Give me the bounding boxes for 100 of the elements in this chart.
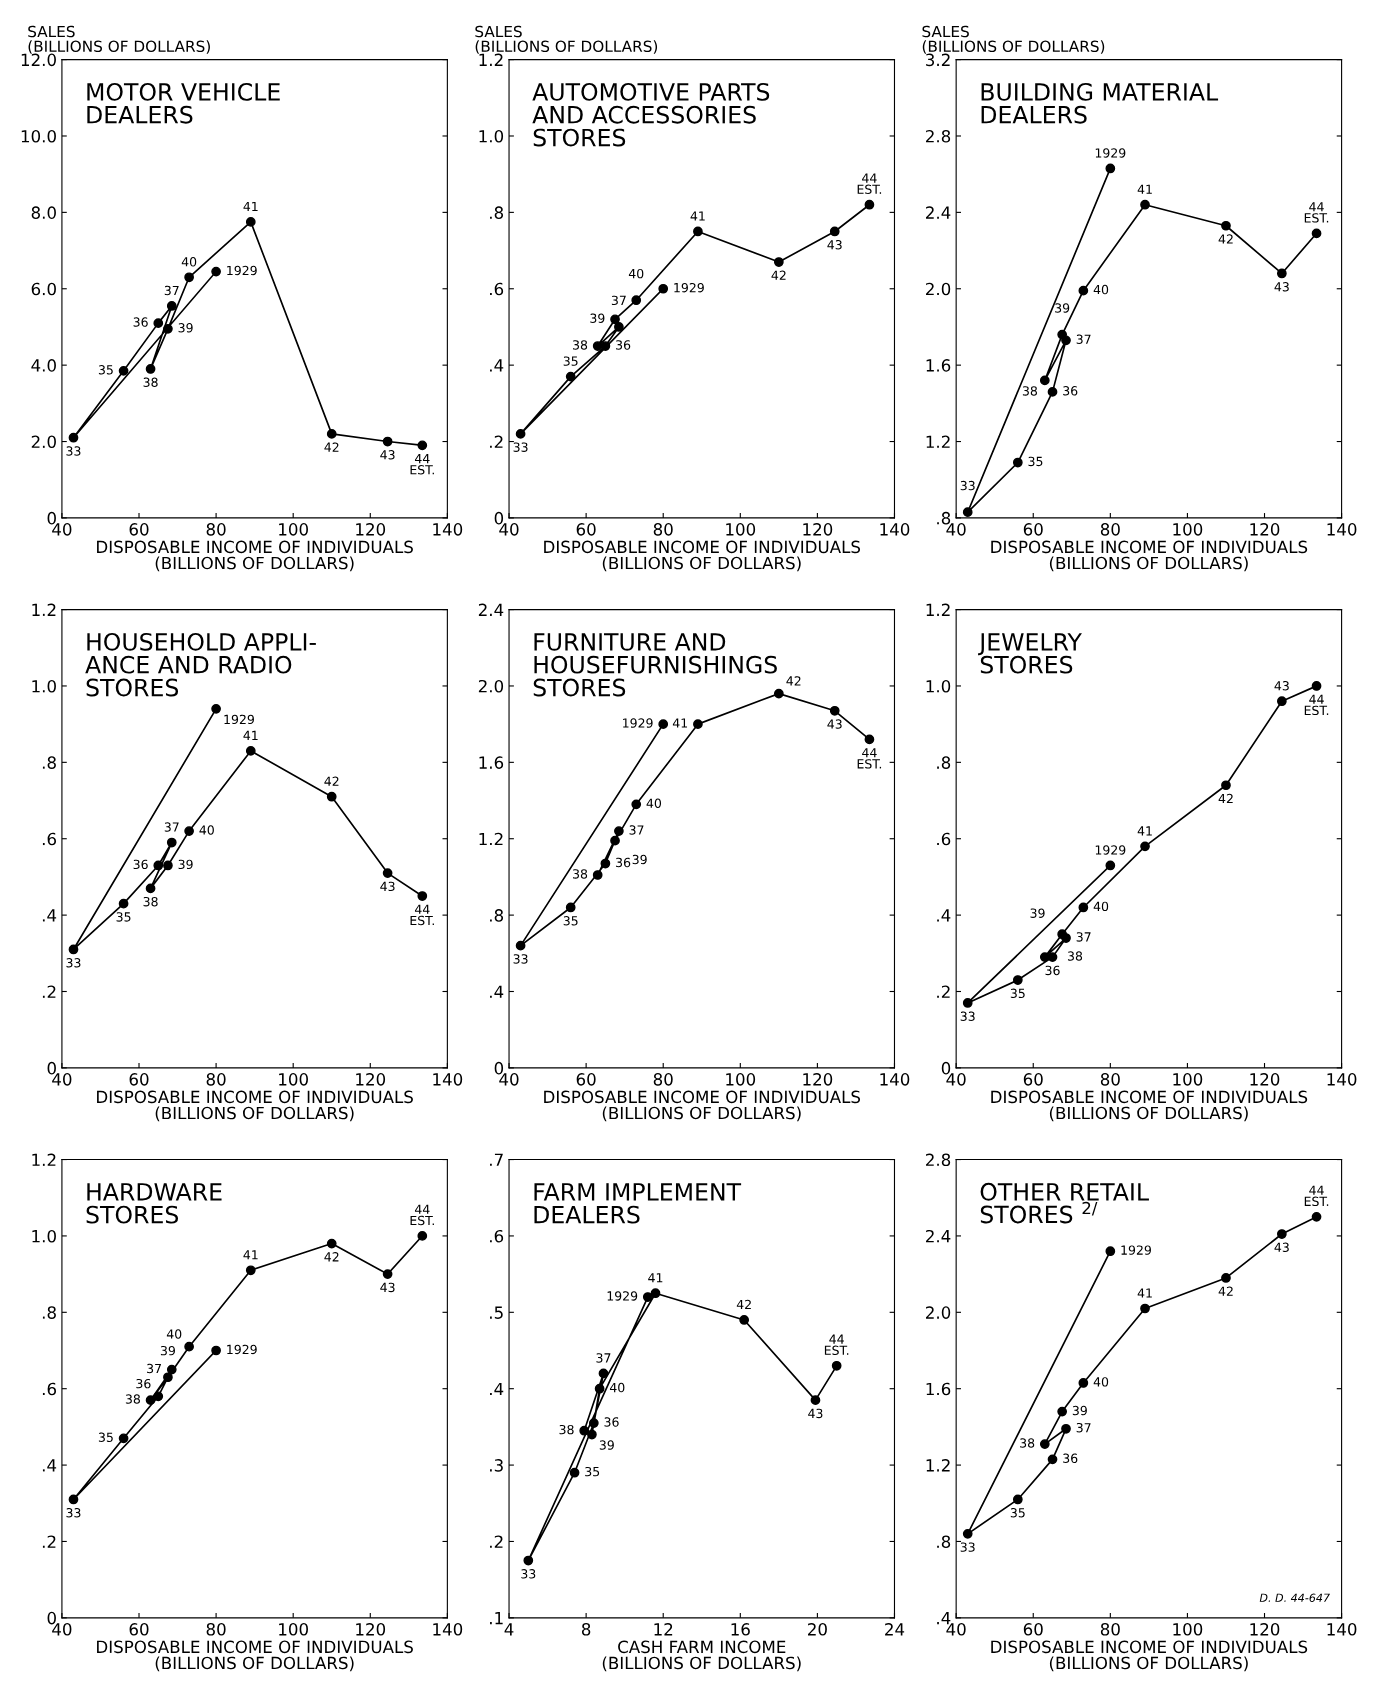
x-tick-label: 140 [880, 1073, 910, 1086]
annotation: 33 [521, 1569, 536, 1579]
point [642, 1292, 653, 1302]
x-tick-label: 40 [52, 523, 72, 536]
x-tick-label: 100 [279, 1073, 308, 1086]
point [515, 940, 526, 951]
annotation: 39 [590, 313, 605, 323]
point [163, 1372, 173, 1383]
x-axis-title: DISPOSABLE INCOME OF INDIVIDUALS (BILLIONS OF DOLLARS) [991, 1640, 1308, 1672]
annotation: 37 [147, 1363, 161, 1374]
annotation: 44 EST. [410, 454, 434, 475]
y-tick-label: .4 [42, 1459, 57, 1472]
point [153, 318, 164, 328]
point [579, 1425, 590, 1436]
x-tick-label: 140 [1327, 1073, 1357, 1086]
y-tick-label: 10.0 [21, 129, 56, 143]
annotation: 43 [827, 719, 842, 729]
text: AUTOMOTIVE PARTS AND ACCESSORIES STORES [532, 82, 770, 147]
annotation: 39 [1072, 1405, 1087, 1416]
annotation: 41 [243, 1250, 258, 1260]
y-tick-label: 1.6 [926, 359, 951, 372]
point [588, 1418, 599, 1428]
point [163, 860, 173, 871]
x-tick-label: 140 [880, 523, 910, 536]
annotation: 42 [1218, 234, 1233, 244]
annotation: 1929 [224, 714, 254, 725]
x-tick-label: 60 [1023, 1623, 1043, 1636]
y-tick-label: 2.4 [926, 1229, 951, 1243]
annotation: 35 [1028, 456, 1043, 467]
point [417, 1231, 428, 1241]
point [211, 1345, 221, 1356]
point [184, 826, 194, 836]
point [118, 898, 129, 909]
annotation: 36 [1063, 1453, 1078, 1463]
point [1078, 902, 1089, 913]
point [600, 858, 611, 869]
annotation: 39 [160, 1345, 175, 1356]
text: FURNITURE AND HOUSEFURNISHINGS STORES [533, 633, 777, 697]
point [658, 719, 669, 730]
x-tick-label: 140 [433, 523, 463, 536]
annotation: 1929 [674, 282, 704, 293]
annotation: 41 [672, 718, 688, 728]
point [962, 507, 973, 518]
point [598, 1368, 609, 1379]
y-tick-label: 1.2 [32, 603, 56, 616]
point [569, 1467, 580, 1478]
annotation: 39 [1055, 303, 1070, 313]
y-tick-label: .4 [937, 909, 951, 922]
annotation: 42 [736, 1299, 751, 1310]
point [1311, 1211, 1322, 1222]
x-tick-label: 100 [726, 523, 756, 536]
annotation: D. D. 44-647 [1259, 1593, 1330, 1602]
point [1276, 696, 1287, 707]
annotation: 41 [690, 211, 705, 221]
point [1057, 1406, 1068, 1417]
point [1105, 1246, 1116, 1257]
point [1078, 1378, 1089, 1388]
y-tick-label: 2.0 [31, 435, 56, 449]
point [773, 257, 784, 267]
y-tick-label: .3 [490, 1459, 503, 1472]
y-tick-label: .8 [490, 909, 504, 922]
point [650, 1288, 661, 1299]
annotation: 44 EST. [857, 748, 882, 769]
point [1221, 1273, 1231, 1283]
point [166, 301, 177, 311]
y-tick-label: 0 [47, 1061, 56, 1075]
y-tick-label: .8 [937, 511, 951, 525]
y-tick-label: 6.0 [31, 282, 56, 296]
annotation: 40 [1093, 901, 1109, 912]
text: HOUSEHOLD APPLI- ANCE AND RADIO STORES [85, 632, 316, 697]
point [610, 314, 620, 325]
x-tick-label: 40 [946, 1073, 966, 1086]
annotation: 39 [632, 854, 647, 865]
text: FARM IMPLEMENT DEALERS [534, 1183, 742, 1224]
y-tick-label: 1.0 [479, 129, 504, 143]
annotation: 33 [960, 1011, 975, 1021]
text: MOTOR VEHICLE DEALERS [87, 82, 280, 124]
x-axis-title: DISPOSABLE INCOME OF INDIVIDUALS (BILLIONS OF DOLLARS) [97, 1090, 413, 1122]
x-tick-label: 80 [1100, 523, 1120, 536]
x-tick-label: 80 [206, 1073, 226, 1086]
y-tick-label: .8 [42, 756, 56, 769]
point [631, 295, 642, 306]
annotation: 1929 [227, 265, 257, 276]
x-tick-label: 120 [356, 523, 386, 536]
point [211, 266, 221, 277]
annotation: 39 [178, 323, 193, 333]
annotation: 38 [559, 1424, 574, 1435]
x-tick-label: 40 [946, 1623, 966, 1636]
annotation: 1929 [1095, 845, 1126, 855]
annotation: 33 [960, 480, 975, 491]
y-tick-label: 0 [47, 511, 56, 525]
annotation: 38 [143, 896, 158, 907]
x-tick-label: 8 [581, 1623, 591, 1636]
point [166, 1364, 177, 1375]
x-axis-title: DISPOSABLE INCOME OF INDIVIDUALS (BILLIONS OF DOLLARS) [991, 1090, 1308, 1122]
annotation: 42 [324, 1252, 339, 1262]
y-tick-label: 1.0 [32, 1229, 56, 1243]
x-axis-title: CASH FARM INCOME (BILLIONS OF DOLLARS) [602, 1640, 801, 1672]
point [1047, 1454, 1058, 1465]
y-tick-label: .6 [42, 1382, 57, 1396]
